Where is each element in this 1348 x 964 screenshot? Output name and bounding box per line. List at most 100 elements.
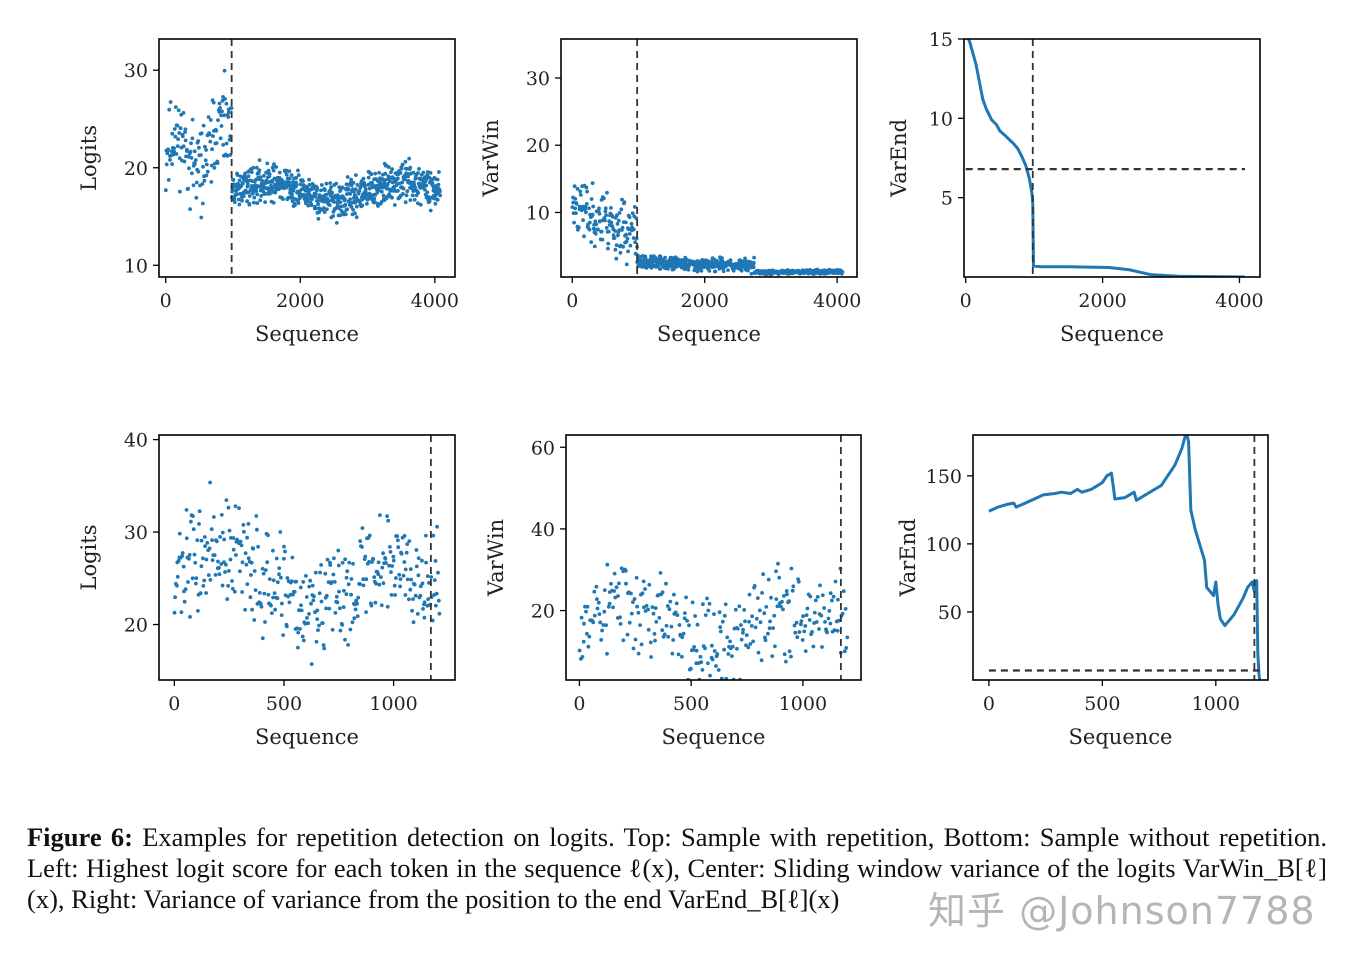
plot-area	[172, 435, 442, 680]
data-point	[840, 270, 845, 274]
data-point	[604, 623, 608, 627]
data-point	[313, 192, 318, 197]
data-point	[257, 591, 262, 595]
data-point	[224, 141, 229, 146]
x-axis-label: Sequence	[1060, 322, 1164, 346]
caption-line-3: VarWin_B[ℓ](x), Right: Variance of varia…	[27, 853, 1327, 914]
data-point	[378, 513, 382, 517]
data-point	[329, 580, 334, 585]
data-point	[776, 561, 780, 566]
data-point	[271, 595, 275, 600]
data-point	[345, 175, 350, 179]
data-point	[216, 118, 220, 122]
data-point	[208, 139, 213, 144]
data-point	[712, 612, 716, 616]
data-point	[408, 587, 413, 592]
data-point	[237, 178, 242, 183]
data-point	[412, 197, 417, 202]
data-point	[203, 158, 208, 163]
data-point	[651, 611, 656, 616]
data-point	[597, 211, 602, 216]
data-point	[401, 186, 406, 191]
data-point	[739, 637, 744, 642]
data-point	[356, 595, 361, 600]
data-point	[408, 567, 413, 571]
data-point	[212, 166, 217, 170]
data-point	[810, 630, 814, 634]
data-point	[241, 181, 245, 186]
data-point	[176, 137, 181, 142]
data-point	[346, 643, 350, 647]
data-point	[410, 193, 415, 198]
data-point	[647, 582, 652, 587]
subplot-1: 0 2000 4000 10 20 30 Sequence Logits	[77, 38, 459, 346]
data-point	[660, 628, 665, 633]
data-point	[168, 158, 172, 162]
data-point	[296, 630, 301, 635]
data-point	[416, 201, 420, 206]
data-point	[629, 221, 634, 226]
data-point	[594, 584, 599, 589]
data-point	[316, 216, 321, 221]
data-point	[316, 628, 320, 632]
data-point	[177, 131, 182, 135]
y-tick-label: 10	[526, 202, 550, 224]
data-point	[236, 197, 241, 202]
data-point	[615, 222, 620, 226]
data-point	[782, 594, 786, 598]
x-tick-label: 2000	[1078, 290, 1126, 312]
data-point	[163, 188, 168, 193]
data-point	[318, 570, 322, 575]
x-tick-label: 0	[160, 290, 172, 312]
data-point	[639, 642, 644, 647]
data-point	[730, 644, 735, 649]
data-point	[649, 655, 653, 659]
data-point	[255, 527, 259, 532]
data-point	[191, 183, 196, 188]
data-point	[177, 531, 182, 536]
data-point	[307, 612, 311, 616]
data-point	[755, 596, 760, 600]
data-point	[621, 638, 626, 643]
data-point	[271, 168, 276, 173]
data-point	[613, 247, 618, 252]
data-point	[290, 555, 295, 560]
data-point	[277, 170, 282, 175]
data-point	[713, 269, 718, 274]
data-point	[324, 593, 329, 598]
data-point	[223, 570, 227, 574]
data-point	[358, 539, 363, 543]
data-point	[296, 168, 300, 173]
data-point	[626, 249, 630, 254]
data-point	[614, 256, 619, 261]
data-point	[209, 180, 214, 184]
data-point	[260, 566, 265, 571]
data-point	[624, 262, 629, 267]
data-point	[263, 620, 267, 624]
data-point	[294, 183, 299, 187]
plot-area	[965, 39, 1245, 277]
data-point	[389, 170, 393, 175]
data-point	[265, 560, 270, 565]
data-point	[174, 152, 179, 156]
data-point	[405, 577, 410, 582]
data-point	[725, 635, 730, 640]
data-point	[224, 101, 229, 106]
x-tick-label: 0	[168, 693, 180, 715]
data-point	[343, 197, 347, 202]
data-point	[369, 172, 374, 177]
data-point	[333, 611, 338, 615]
data-point	[701, 602, 705, 607]
data-point	[401, 573, 406, 578]
data-point	[374, 581, 378, 586]
data-point	[257, 158, 262, 163]
data-point	[597, 612, 602, 616]
y-tick-label: 20	[124, 158, 148, 180]
data-point	[710, 643, 714, 648]
data-point	[340, 185, 345, 190]
data-point	[636, 651, 641, 656]
data-point	[265, 161, 270, 166]
data-point	[602, 609, 607, 614]
data-point	[208, 578, 213, 582]
data-point	[365, 201, 369, 206]
